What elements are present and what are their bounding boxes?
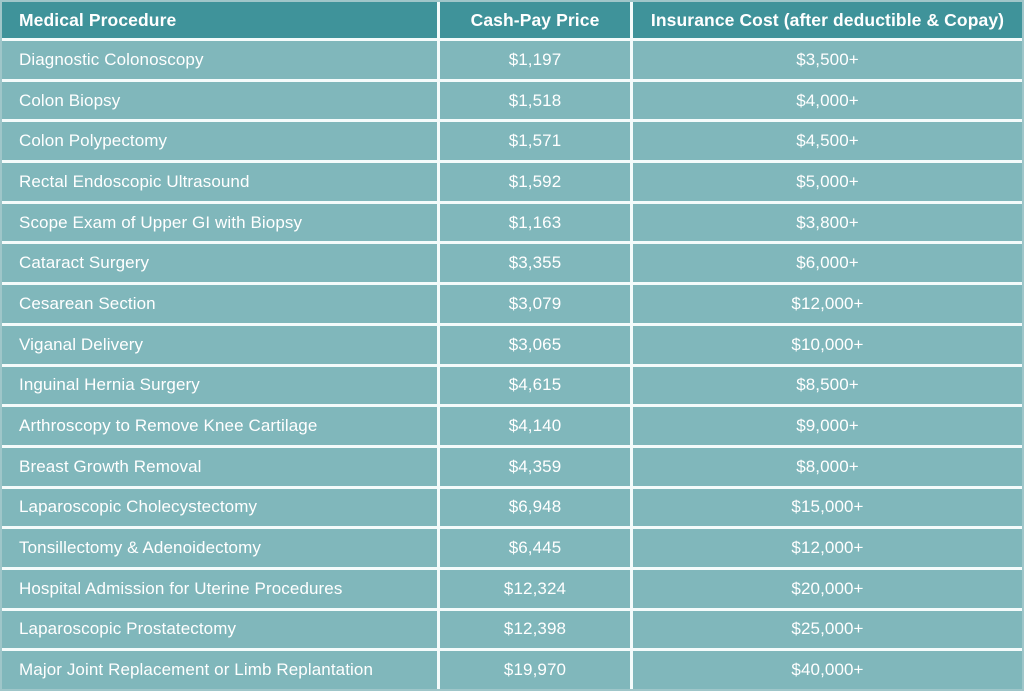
insurance-cost-cell: $12,000+ bbox=[633, 285, 1022, 323]
insurance-cost-cell: $20,000+ bbox=[633, 569, 1022, 608]
insurance-cost-cell: $3,500+ bbox=[633, 41, 1022, 79]
procedure-cell: Scope Exam of Upper GI with Biopsy bbox=[2, 203, 437, 242]
column-header-procedure: Medical Procedure bbox=[2, 2, 437, 38]
insurance-cost-cell: $9,000+ bbox=[633, 407, 1022, 445]
cash-pay-price-cell: $19,970 bbox=[440, 651, 630, 689]
procedure-cell: Laparoscopic Prostatectomy bbox=[2, 610, 437, 649]
procedure-cell: Rectal Endoscopic Ultrasound bbox=[2, 163, 437, 201]
cash-pay-price-cell: $3,355 bbox=[440, 244, 630, 283]
cash-pay-price-cell: $6,445 bbox=[440, 529, 630, 567]
insurance-cost-cell: $3,800+ bbox=[633, 203, 1022, 242]
procedure-cell: Laparoscopic Cholecystectomy bbox=[2, 488, 437, 527]
cash-pay-price-cell: $12,324 bbox=[440, 569, 630, 608]
procedure-cell: Hospital Admission for Uterine Procedure… bbox=[2, 569, 437, 608]
cash-pay-price-cell: $4,359 bbox=[440, 447, 630, 486]
insurance-cost-cell: $5,000+ bbox=[633, 163, 1022, 201]
cash-pay-price-cell: $3,079 bbox=[440, 285, 630, 323]
procedure-cell: Colon Polypectomy bbox=[2, 122, 437, 161]
cash-pay-price-cell: $4,140 bbox=[440, 407, 630, 445]
cash-pay-price-cell: $12,398 bbox=[440, 610, 630, 649]
procedure-cell: Arthroscopy to Remove Knee Cartilage bbox=[2, 407, 437, 445]
insurance-cost-cell: $10,000+ bbox=[633, 325, 1022, 364]
insurance-cost-cell: $40,000+ bbox=[633, 651, 1022, 689]
procedure-cell: Breast Growth Removal bbox=[2, 447, 437, 486]
procedure-cell: Viganal Delivery bbox=[2, 325, 437, 364]
insurance-cost-cell: $4,000+ bbox=[633, 81, 1022, 120]
procedure-cell: Inguinal Hernia Surgery bbox=[2, 366, 437, 405]
column-header-cash-pay-price: Cash-Pay Price bbox=[440, 2, 630, 38]
procedure-cell: Cesarean Section bbox=[2, 285, 437, 323]
cash-pay-price-cell: $1,571 bbox=[440, 122, 630, 161]
procedure-cell: Diagnostic Colonoscopy bbox=[2, 41, 437, 79]
procedure-cell: Cataract Surgery bbox=[2, 244, 437, 283]
insurance-cost-cell: $25,000+ bbox=[633, 610, 1022, 649]
cash-pay-price-cell: $1,518 bbox=[440, 81, 630, 120]
insurance-cost-cell: $8,000+ bbox=[633, 447, 1022, 486]
insurance-cost-cell: $12,000+ bbox=[633, 529, 1022, 567]
column-header-insurance-cost: Insurance Cost (after deductible & Copay… bbox=[633, 2, 1022, 38]
procedure-cell: Tonsillectomy & Adenoidectomy bbox=[2, 529, 437, 567]
cash-pay-price-cell: $1,197 bbox=[440, 41, 630, 79]
cash-pay-price-cell: $3,065 bbox=[440, 325, 630, 364]
cash-pay-price-cell: $1,163 bbox=[440, 203, 630, 242]
insurance-cost-cell: $8,500+ bbox=[633, 366, 1022, 405]
insurance-cost-cell: $4,500+ bbox=[633, 122, 1022, 161]
procedure-cell: Colon Biopsy bbox=[2, 81, 437, 120]
cash-pay-price-cell: $6,948 bbox=[440, 488, 630, 527]
procedure-cell: Major Joint Replacement or Limb Replanta… bbox=[2, 651, 437, 689]
cash-pay-price-cell: $4,615 bbox=[440, 366, 630, 405]
cash-pay-price-cell: $1,592 bbox=[440, 163, 630, 201]
insurance-cost-cell: $6,000+ bbox=[633, 244, 1022, 283]
insurance-cost-cell: $15,000+ bbox=[633, 488, 1022, 527]
